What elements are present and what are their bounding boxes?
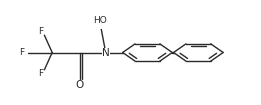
Text: N: N — [102, 47, 110, 58]
Text: F: F — [20, 48, 25, 57]
Text: F: F — [38, 69, 43, 78]
Text: O: O — [75, 80, 84, 90]
Text: F: F — [38, 27, 43, 36]
Text: HO: HO — [94, 16, 107, 25]
